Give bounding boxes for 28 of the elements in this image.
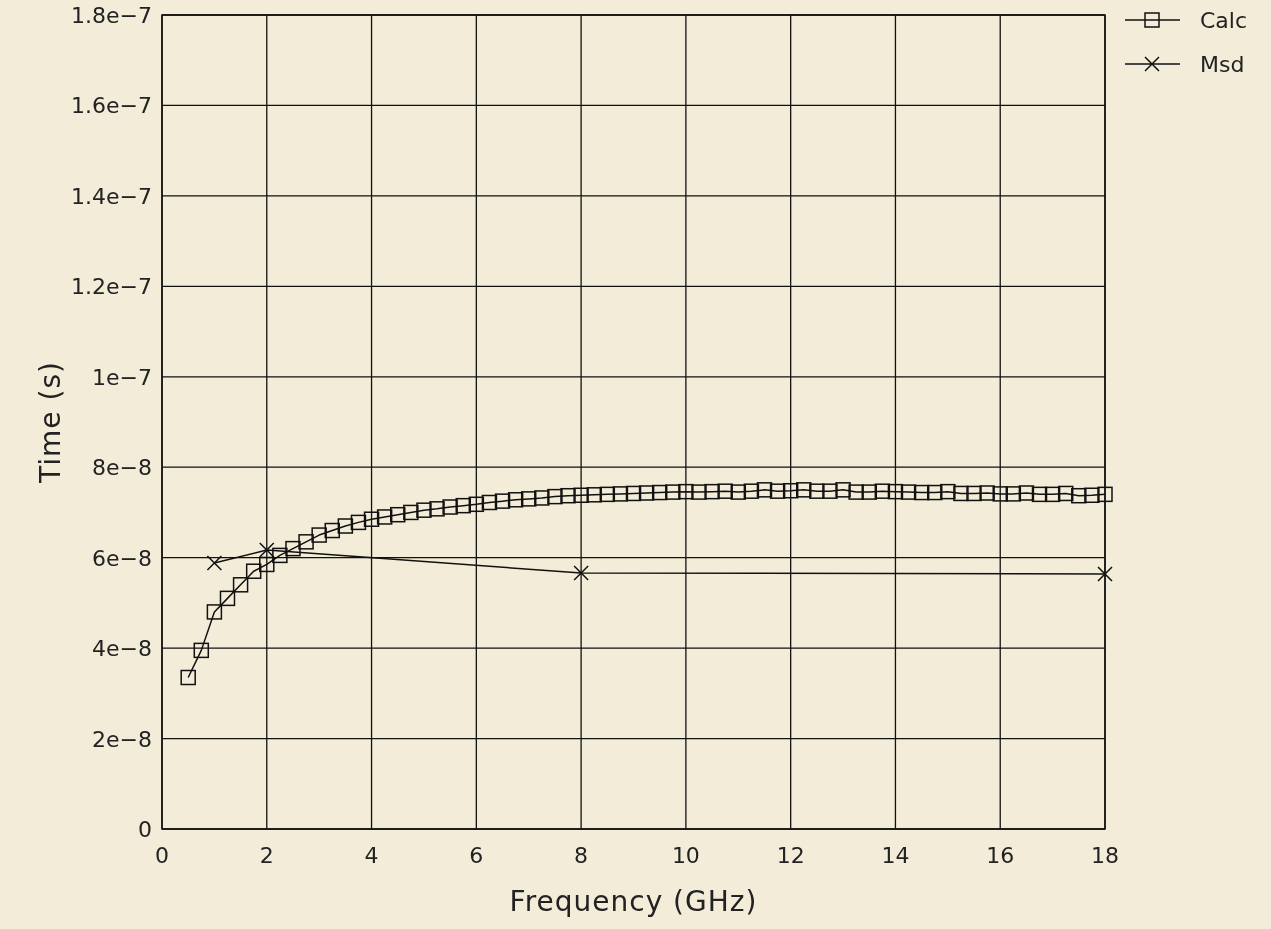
x-tick-label: 6 [469,843,484,868]
y-tick-label: 4e−8 [92,636,152,662]
x-axis-title: Frequency (GHz) [509,885,758,918]
x-tick-label: 14 [881,843,910,868]
y-tick-label: 6e−8 [92,545,152,571]
x-tick-label: 16 [986,843,1015,868]
point [573,565,589,581]
x-tick-label: 12 [776,843,805,868]
y-tick-label: 1.6e−7 [71,93,152,119]
x-tick-label: 2 [259,843,274,868]
y-tick-label: 1.4e−7 [71,183,152,209]
x-tick-label: 10 [671,843,700,868]
y-tick-label: 1e−7 [92,364,152,390]
point [259,542,275,558]
x-tick-label: 4 [364,843,379,868]
y-tick-label: 8e−8 [92,455,152,481]
y-tick-label: 1.2e−7 [71,274,152,300]
legend-label: Calc [1200,8,1248,33]
x-tick-label: 0 [155,843,169,868]
legend-label: Msd [1200,52,1245,77]
point [1097,566,1113,582]
y-tick-label: 0 [138,817,152,842]
x-tick-label: 18 [1091,843,1119,868]
y-axis-title: Time (s) [34,361,67,484]
y-tick-label: 2e−8 [92,726,152,752]
x-tick-label: 8 [574,843,589,868]
point [206,555,223,571]
y-tick-label: 1.8e−7 [71,3,152,28]
